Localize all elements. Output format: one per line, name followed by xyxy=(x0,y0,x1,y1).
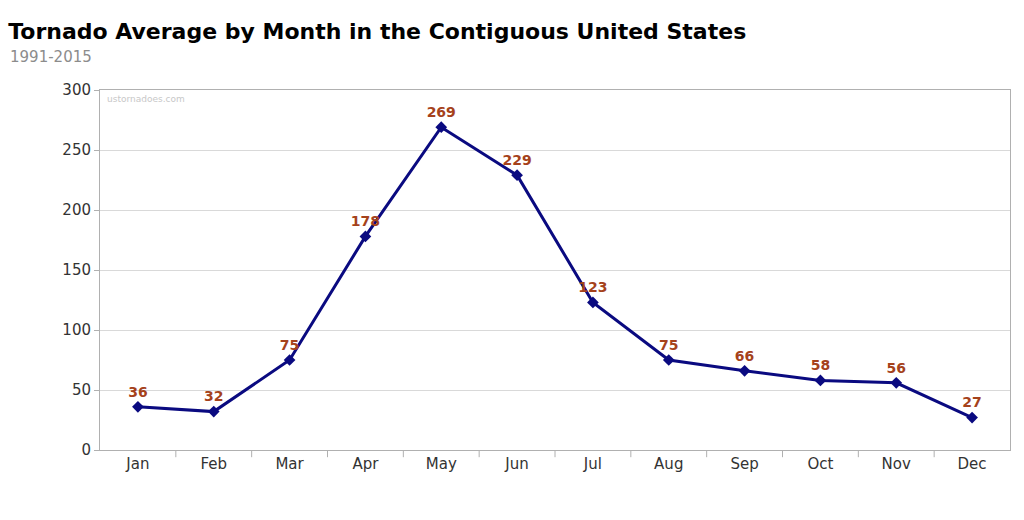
svg-text:250: 250 xyxy=(62,141,91,159)
svg-text:Jun: Jun xyxy=(504,455,528,473)
svg-text:1991-2015: 1991-2015 xyxy=(10,48,92,66)
svg-text:Sep: Sep xyxy=(730,455,758,473)
svg-text:100: 100 xyxy=(62,321,91,339)
svg-text:Mar: Mar xyxy=(275,455,304,473)
svg-text:ustornadoes.com: ustornadoes.com xyxy=(107,94,185,104)
svg-text:Aug: Aug xyxy=(654,455,683,473)
svg-text:Nov: Nov xyxy=(882,455,911,473)
svg-text:75: 75 xyxy=(659,337,678,353)
svg-text:Apr: Apr xyxy=(352,455,379,473)
svg-text:Dec: Dec xyxy=(958,455,987,473)
svg-text:150: 150 xyxy=(62,261,91,279)
svg-text:123: 123 xyxy=(578,279,607,295)
svg-text:200: 200 xyxy=(62,201,91,219)
svg-text:27: 27 xyxy=(962,394,981,410)
svg-text:32: 32 xyxy=(204,388,223,404)
svg-text:300: 300 xyxy=(62,81,91,99)
svg-text:0: 0 xyxy=(81,441,91,459)
svg-text:Feb: Feb xyxy=(200,455,227,473)
svg-text:58: 58 xyxy=(811,357,830,373)
svg-text:56: 56 xyxy=(887,360,906,376)
svg-text:178: 178 xyxy=(351,213,380,229)
svg-text:36: 36 xyxy=(128,384,147,400)
svg-text:229: 229 xyxy=(502,152,531,168)
svg-text:50: 50 xyxy=(72,381,91,399)
svg-text:75: 75 xyxy=(280,337,299,353)
svg-text:66: 66 xyxy=(735,348,754,364)
svg-text:Jul: Jul xyxy=(583,455,602,473)
svg-text:May: May xyxy=(426,455,457,473)
svg-text:Tornado Average by Month in th: Tornado Average by Month in the Contiguo… xyxy=(8,19,746,44)
svg-text:Oct: Oct xyxy=(807,455,833,473)
svg-text:Jan: Jan xyxy=(125,455,149,473)
svg-text:269: 269 xyxy=(427,104,456,120)
